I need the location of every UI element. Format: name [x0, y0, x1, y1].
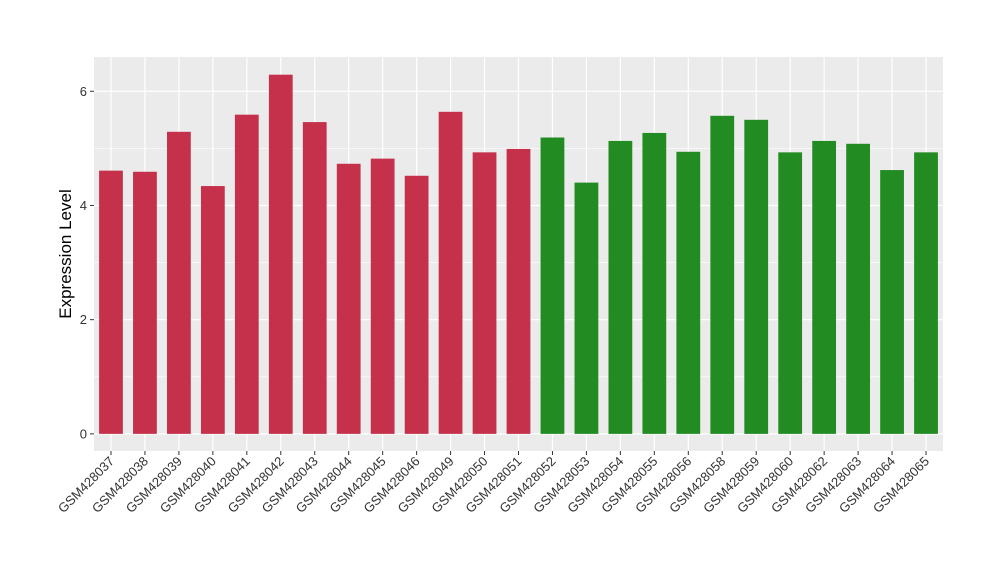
bar-GSM428039: [167, 131, 191, 434]
bar-GSM428060: [778, 152, 803, 434]
bar-GSM428042: [268, 74, 293, 434]
bar-GSM428041: [234, 114, 259, 434]
bar-GSM428063: [846, 143, 870, 434]
bar-GSM428046: [404, 175, 429, 434]
bar-GSM428065: [914, 152, 938, 434]
bar-GSM428054: [608, 140, 633, 434]
bar-GSM428038: [133, 171, 157, 434]
bar-GSM428040: [200, 186, 225, 434]
y-tick-label: 6: [80, 84, 87, 99]
bar-GSM428050: [472, 152, 497, 434]
bar-GSM428052: [540, 137, 565, 434]
bar-GSM428049: [438, 111, 463, 434]
bar-GSM428053: [574, 182, 599, 434]
y-axis: 0 2 4 6: [80, 84, 94, 441]
bars: [99, 74, 938, 434]
bar-GSM428056: [676, 151, 701, 434]
bar-GSM428058: [710, 115, 735, 434]
bar-GSM428051: [506, 148, 531, 434]
bar-GSM428045: [370, 158, 395, 434]
bar-GSM428037: [99, 170, 123, 434]
bar-GSM428044: [336, 163, 361, 434]
bar-GSM428055: [642, 132, 667, 434]
bar-GSM428064: [880, 170, 904, 434]
y-tick-label: 0: [80, 426, 87, 441]
x-axis: GSM428037GSM428038GSM428039GSM428040GSM4…: [55, 451, 932, 516]
y-tick-label: 2: [80, 312, 87, 327]
bar-GSM428043: [302, 122, 327, 434]
bar-GSM428062: [812, 140, 837, 434]
y-axis-title: Expression Level: [56, 189, 75, 318]
y-tick-label: 4: [80, 198, 87, 213]
bar-GSM428059: [744, 119, 769, 434]
